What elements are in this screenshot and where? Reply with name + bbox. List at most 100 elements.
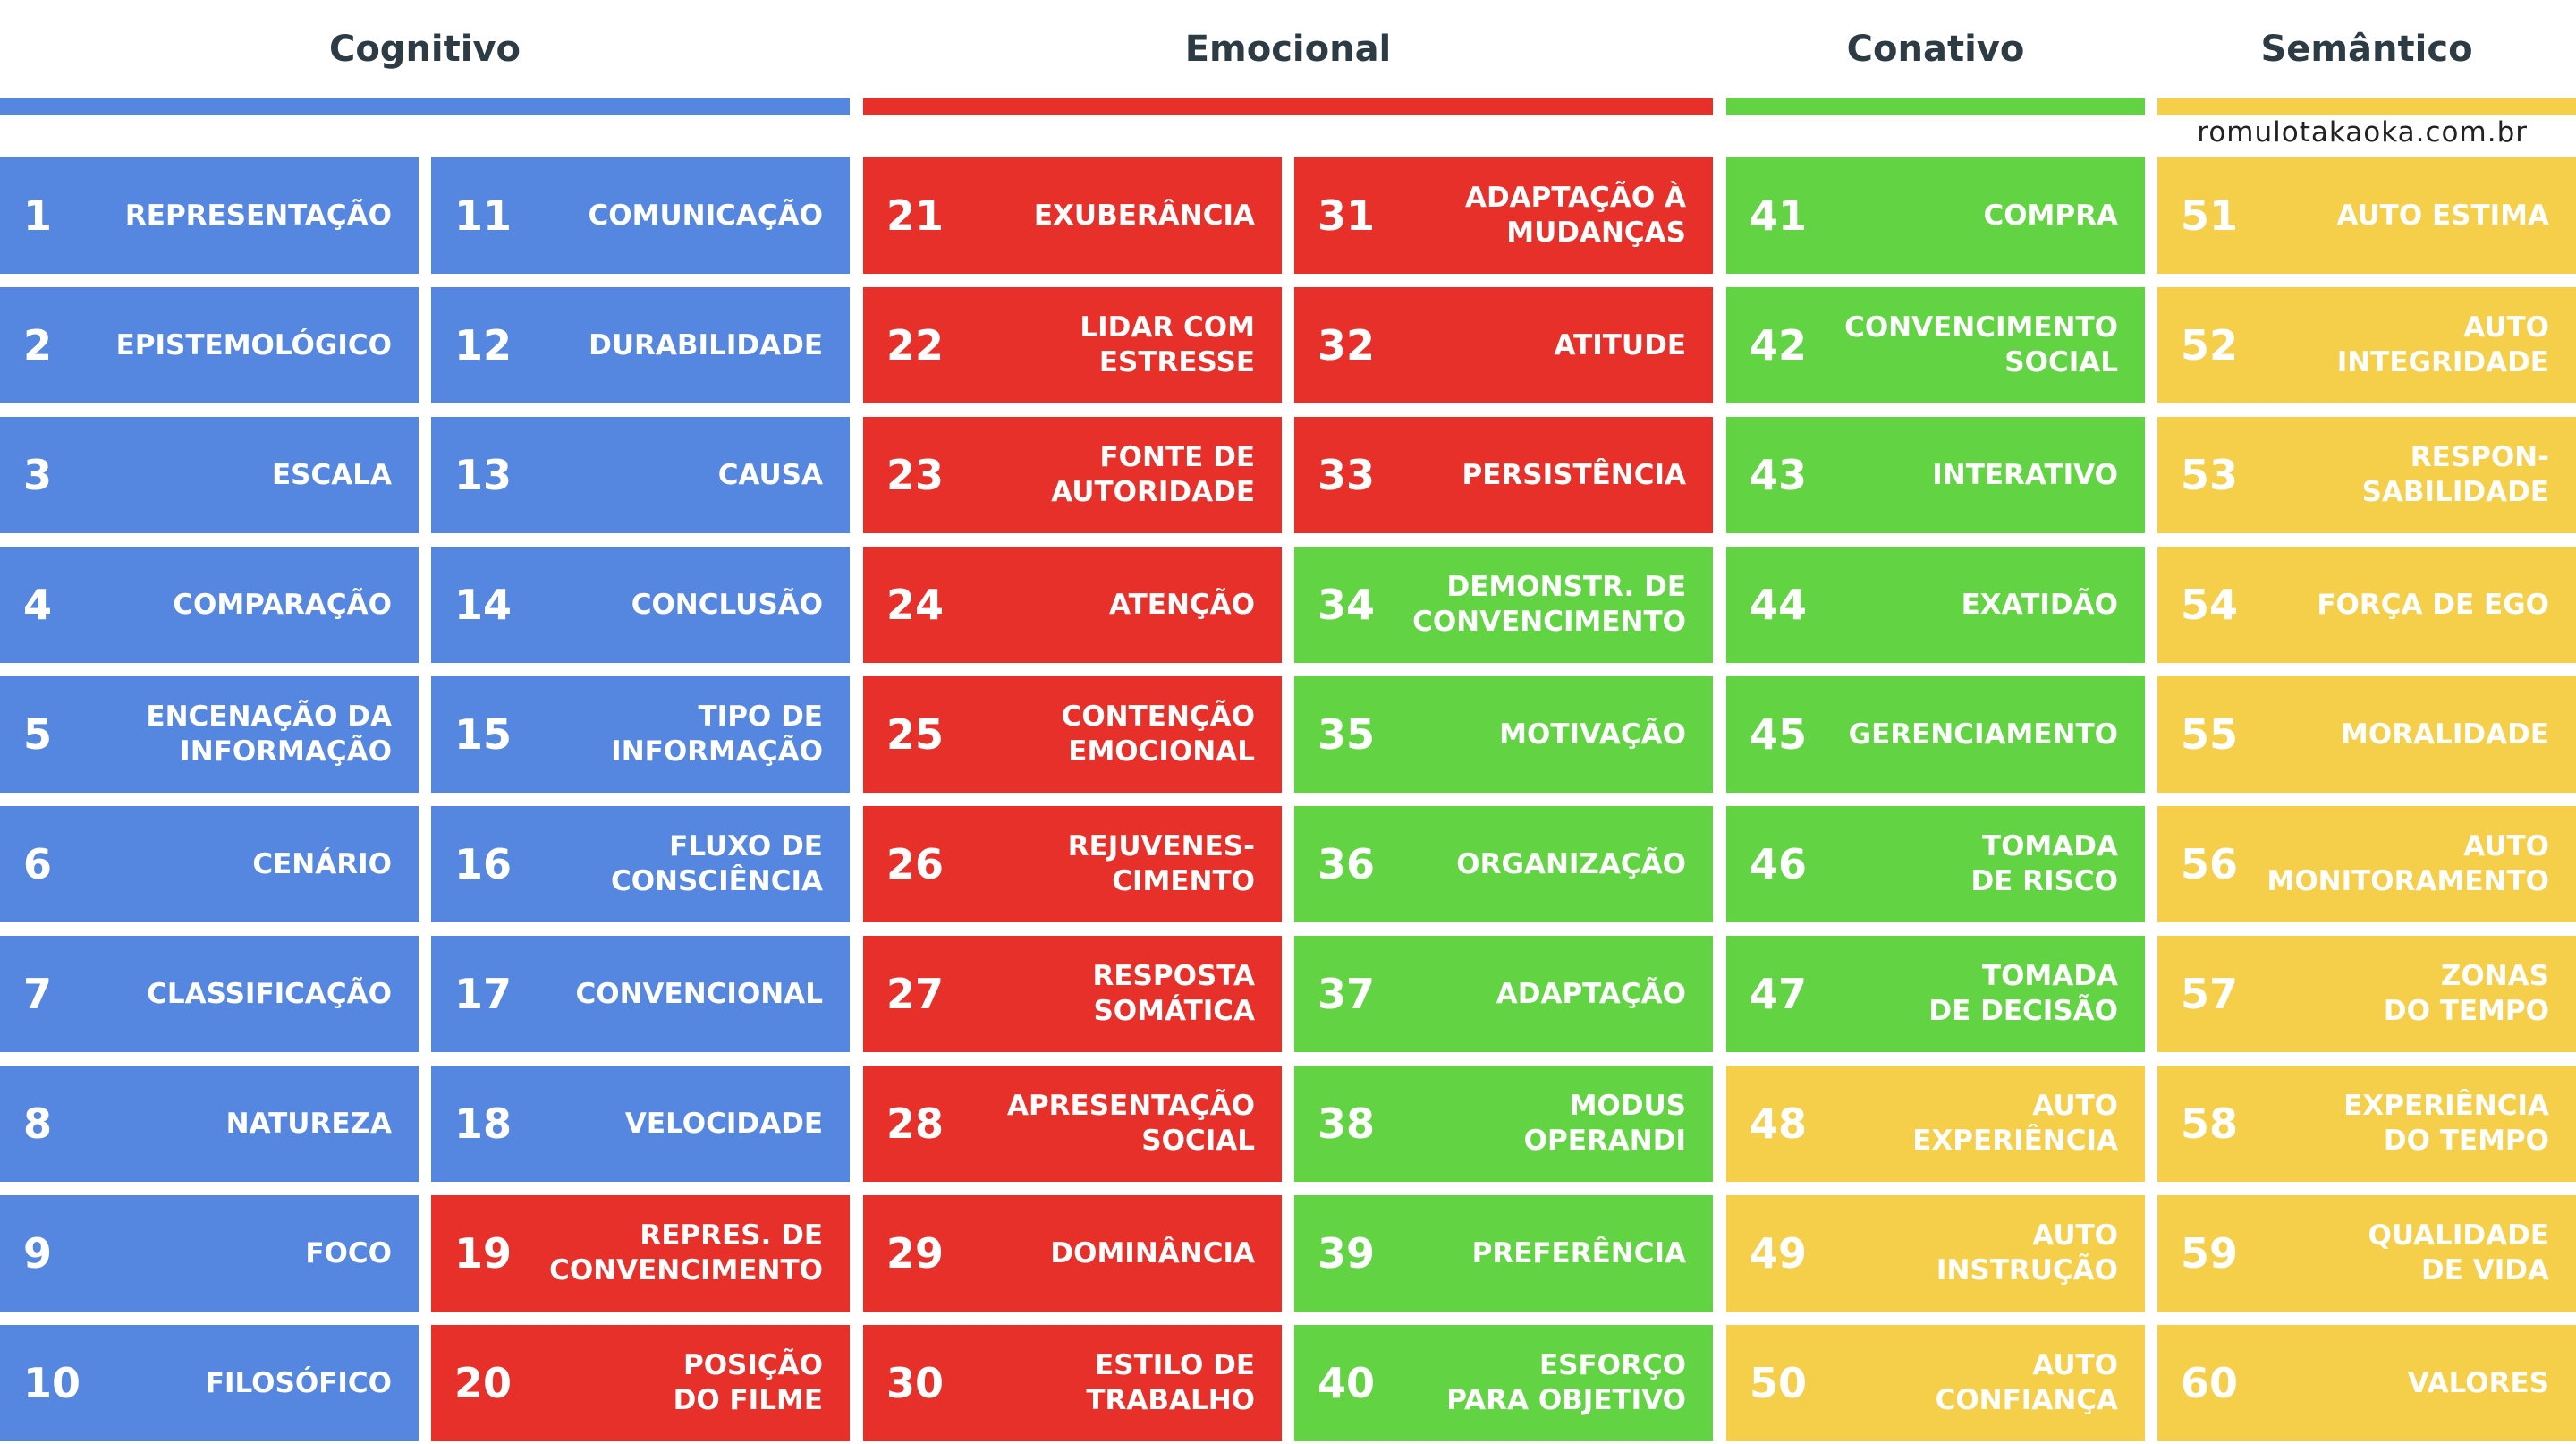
tile-label: APRESENTAÇÃO SOCIAL	[1006, 1090, 1255, 1157]
tile: 49 AUTO INSTRUÇÃO	[1726, 1195, 2145, 1312]
tile: 55 MORALIDADE	[2157, 676, 2576, 793]
tile-number: 20	[454, 1359, 513, 1407]
tile-number: 33	[1318, 451, 1376, 499]
tile: 53 RESPON- SABILIDADE	[2157, 417, 2576, 533]
tile: 28 APRESENTAÇÃO SOCIAL	[863, 1066, 1282, 1182]
tile-label: FLUXO DE CONSCIÊNCIA	[610, 830, 823, 897]
tile-number: 27	[886, 970, 945, 1018]
tile-number: 5	[23, 710, 53, 759]
tile-number: 2	[23, 321, 53, 369]
tile-number: 52	[2181, 321, 2239, 369]
tile-label: LIDAR COM ESTRESSE	[1080, 311, 1255, 378]
tile-label: COMPRA	[1983, 199, 2118, 232]
tile-number: 4	[23, 581, 53, 629]
tile: 30 ESTILO DE TRABALHO	[863, 1325, 1282, 1441]
tile-number: 59	[2181, 1229, 2239, 1278]
tile: 41 COMPRA	[1726, 157, 2145, 274]
tile-number: 31	[1318, 191, 1376, 240]
tile: 10 FILOSÓFICO	[0, 1325, 419, 1441]
tile-number: 26	[886, 840, 945, 888]
tile-label: ESTILO DE TRABALHO	[1086, 1349, 1255, 1416]
tile: 4 COMPARAÇÃO	[0, 547, 419, 663]
tile: 38 MODUS OPERANDI	[1294, 1066, 1713, 1182]
tile-label: FONTE DE AUTORIDADE	[1051, 441, 1255, 508]
tile-label: POSIÇÃO DO FILME	[673, 1349, 823, 1416]
tile-number: 50	[1750, 1359, 1808, 1407]
tile: 5 ENCENAÇÃO DA INFORMAÇÃO	[0, 676, 419, 793]
tile: 59 QUALIDADE DE VIDA	[2157, 1195, 2576, 1312]
tile-number: 18	[454, 1100, 513, 1148]
tile: 46 TOMADA DE RISCO	[1726, 806, 2145, 922]
tile: 35 MOTIVAÇÃO	[1294, 676, 1713, 793]
tile: 31 ADAPTAÇÃO À MUDANÇAS	[1294, 157, 1713, 274]
tile-number: 15	[454, 710, 513, 759]
tile-number: 42	[1750, 321, 1808, 369]
tile-number: 55	[2181, 710, 2239, 759]
tile-number: 54	[2181, 581, 2239, 629]
tile-number: 28	[886, 1100, 945, 1148]
section-bar	[1726, 98, 2145, 115]
tile: 6 CENÁRIO	[0, 806, 419, 922]
tile-label: FOCO	[305, 1236, 392, 1270]
tile-number: 43	[1750, 451, 1808, 499]
tile: 15 TIPO DE INFORMAÇÃO	[431, 676, 850, 793]
tile-number: 60	[2181, 1359, 2239, 1407]
tile-number: 24	[886, 581, 945, 629]
tile: 25 CONTENÇÃO EMOCIONAL	[863, 676, 1282, 793]
tile: 13 CAUSA	[431, 417, 850, 533]
tile-label: VALORES	[2407, 1366, 2549, 1399]
tile-label: EPISTEMOLÓGICO	[115, 328, 392, 361]
tile-label: AUTO EXPERIÊNCIA	[1912, 1090, 2118, 1157]
tile: 3 ESCALA	[0, 417, 419, 533]
tile-label: ZONAS DO TEMPO	[2383, 960, 2549, 1027]
tile: 52 AUTO INTEGRIDADE	[2157, 287, 2576, 403]
tile: 16 FLUXO DE CONSCIÊNCIA	[431, 806, 850, 922]
tile-label: NATUREZA	[225, 1107, 392, 1140]
tile-label: AUTO ESTIMA	[2336, 199, 2549, 232]
tile-label: TIPO DE INFORMAÇÃO	[611, 701, 823, 768]
tile: 50 AUTO CONFIANÇA	[1726, 1325, 2145, 1441]
tile: 58 EXPERIÊNCIA DO TEMPO	[2157, 1066, 2576, 1182]
tile: 44 EXATIDÃO	[1726, 547, 2145, 663]
tile-label: CONVENCIMENTO SOCIAL	[1844, 311, 2118, 378]
tile-label: DOMINÂNCIA	[1050, 1236, 1255, 1270]
tile-label: VELOCIDADE	[624, 1107, 823, 1140]
tile-number: 47	[1750, 970, 1808, 1018]
tile: 39 PREFERÊNCIA	[1294, 1195, 1713, 1312]
tile-number: 8	[23, 1100, 53, 1148]
tile-label: ADAPTAÇÃO À MUDANÇAS	[1464, 182, 1686, 249]
tile-number: 41	[1750, 191, 1808, 240]
tile: 47 TOMADA DE DECISÃO	[1726, 936, 2145, 1052]
tile: 60 VALORES	[2157, 1325, 2576, 1441]
section-bar	[863, 98, 1713, 115]
tile-number: 58	[2181, 1100, 2239, 1148]
tile-number: 56	[2181, 840, 2239, 888]
tile-label: INTERATIVO	[1932, 458, 2118, 491]
tile-label: CLASSIFICAÇÃO	[147, 977, 392, 1010]
tile: 40 ESFORÇO PARA OBJETIVO	[1294, 1325, 1713, 1441]
tile-number: 13	[454, 451, 513, 499]
tile-label: AUTO MONITORAMENTO	[2267, 830, 2549, 897]
tile: 26 REJUVENES- CIMENTO	[863, 806, 1282, 922]
section-title: Semântico	[2260, 29, 2473, 70]
tile-label: EXUBERÂNCIA	[1033, 199, 1255, 232]
tile-label: RESPON- SABILIDADE	[2361, 441, 2549, 508]
tile: 19 REPRES. DE CONVENCIMENTO	[431, 1195, 850, 1312]
section-title: Conativo	[1846, 29, 2025, 70]
section-bar	[0, 98, 850, 115]
tile-number: 6	[23, 840, 53, 888]
tile-number: 40	[1318, 1359, 1376, 1407]
tile: 1 REPRESENTAÇÃO	[0, 157, 419, 274]
tile: 34 DEMONSTR. DE CONVENCIMENTO	[1294, 547, 1713, 663]
tile-label: AUTO CONFIANÇA	[1935, 1349, 2118, 1416]
tile: 29 DOMINÂNCIA	[863, 1195, 1282, 1312]
tile-number: 25	[886, 710, 945, 759]
tile-label: DEMONSTR. DE CONVENCIMENTO	[1412, 571, 1686, 638]
tile: 9 FOCO	[0, 1195, 419, 1312]
tile-number: 51	[2181, 191, 2239, 240]
tile-number: 9	[23, 1229, 53, 1278]
tile: 33 PERSISTÊNCIA	[1294, 417, 1713, 533]
tile: 45 GERENCIAMENTO	[1726, 676, 2145, 793]
tile-number: 44	[1750, 581, 1808, 629]
tile: 2 EPISTEMOLÓGICO	[0, 287, 419, 403]
